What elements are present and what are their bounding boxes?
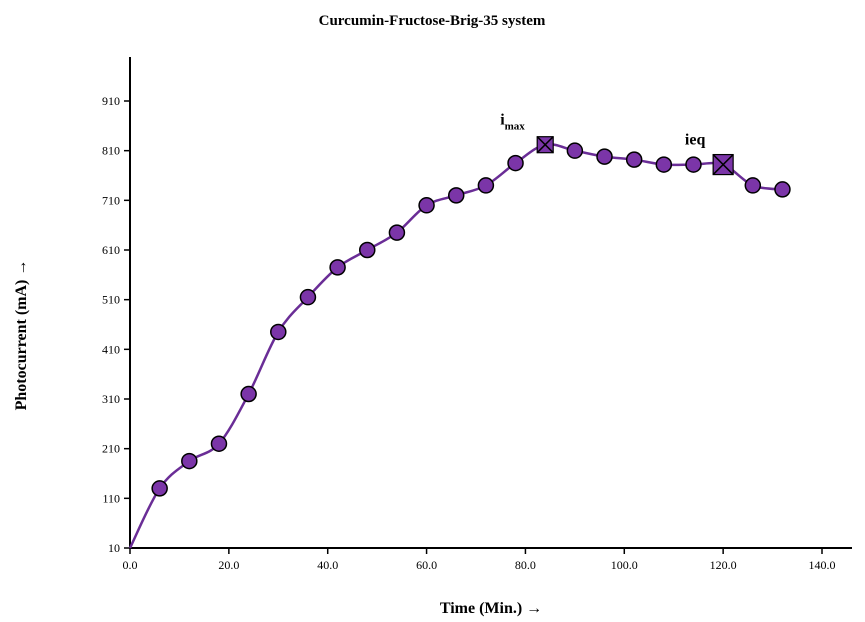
data-point	[566, 142, 584, 159]
y-axis-label: Photocurrent (mA) →	[13, 260, 30, 411]
data-point	[270, 323, 287, 341]
data-point	[655, 156, 673, 173]
y-axis: 10 110 210 310 410 510 610 710 810 910	[102, 57, 131, 555]
x-tick-label: 60.0	[416, 558, 437, 572]
y-tick-label: 410	[102, 342, 120, 356]
x-tick-label: 0.0	[123, 558, 138, 572]
data-point	[477, 177, 495, 194]
data-point-cross	[712, 154, 734, 176]
x-axis-label: Time (Min.) →	[440, 600, 542, 617]
data-point	[240, 385, 257, 403]
y-tick-label: 810	[102, 144, 120, 158]
data-point	[388, 224, 406, 241]
data-point	[418, 197, 435, 214]
annotations: imax ieq	[500, 112, 705, 149]
data-point	[151, 480, 168, 497]
y-tick-label: 910	[102, 94, 120, 108]
annotation-label: imax	[500, 112, 525, 133]
data-point	[181, 452, 198, 470]
data-point	[299, 288, 317, 306]
data-point	[596, 148, 613, 165]
y-tick-label: 610	[102, 243, 120, 257]
y-tick-label: 10	[108, 541, 120, 555]
y-tick-label: 510	[102, 293, 120, 307]
series-photocurrent	[128, 136, 791, 549]
x-tick-label: 100.0	[611, 558, 638, 572]
y-tick-label: 110	[102, 491, 120, 505]
y-tick-label: 710	[102, 193, 120, 207]
data-point	[774, 181, 791, 198]
data-point	[507, 154, 524, 172]
data-point	[329, 259, 346, 276]
data-point	[359, 241, 376, 259]
x-tick-label: 120.0	[710, 558, 737, 572]
x-tick-label: 20.0	[218, 558, 239, 572]
data-point	[625, 151, 643, 168]
annotation-label: ieq	[685, 132, 706, 149]
series-line	[128, 143, 783, 549]
y-tick-label: 310	[102, 392, 120, 406]
data-point	[744, 177, 762, 194]
data-point	[447, 187, 465, 204]
x-tick-label: 80.0	[515, 558, 536, 572]
y-tick-label: 210	[102, 442, 120, 456]
x-tick-label: 40.0	[317, 558, 338, 572]
data-point	[685, 156, 702, 173]
data-point	[210, 435, 228, 452]
x-tick-label: 140.0	[809, 558, 836, 572]
chart-title: Curcumin-Fructose-Brig-35 system	[319, 13, 546, 29]
data-point-cross	[536, 136, 554, 154]
x-axis: 0.0 20.0 40.0 60.0 80.0 100.0 120.0 140.0	[123, 547, 852, 572]
